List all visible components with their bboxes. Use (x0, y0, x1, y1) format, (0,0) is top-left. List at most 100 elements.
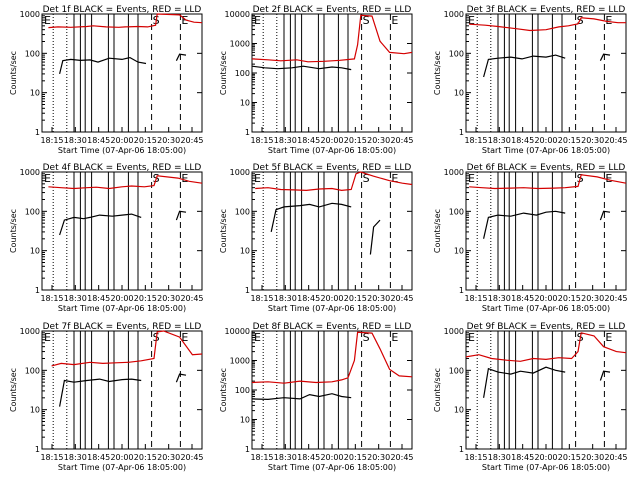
marker-label-e-start: E (254, 172, 261, 185)
y-tick-label: 10 (30, 247, 40, 256)
series-line-lld (469, 174, 627, 190)
marker-label-e-start: E (468, 172, 475, 185)
y-tick-label: 1000 (230, 40, 250, 49)
y-tick-label: 10 (454, 89, 464, 98)
x-tick-label: 18:15 (40, 136, 63, 145)
series-line-lld (469, 17, 626, 32)
series-line-events (175, 53, 187, 61)
y-tick-label: 10 (240, 416, 250, 425)
marker-label-e: E (391, 14, 398, 27)
y-tick-label: 1000 (230, 168, 250, 177)
y-tick-label: 100 (449, 366, 464, 375)
x-tick-label: 18:45 (87, 294, 110, 303)
chart-title: Det 8f BLACK = Events, RED = LLD (253, 322, 412, 332)
x-tick-label: 18:15 (40, 453, 63, 462)
y-tick-label: 100 (25, 207, 40, 216)
y-tick-label: 1 (459, 445, 464, 454)
x-tick-label: 20:15 (558, 294, 581, 303)
marker-label-e: E (605, 172, 612, 185)
y-axis-label: Counts/sec (9, 51, 18, 95)
x-tick-label: 20:30 (367, 294, 390, 303)
plot-frame (465, 171, 627, 291)
x-tick-label: 18:45 (297, 453, 320, 462)
x-tick-label: 20:30 (581, 136, 604, 145)
series-line-lld (48, 175, 203, 190)
x-tick-label: 20:00 (110, 294, 133, 303)
y-tick-label: 100 (235, 69, 250, 78)
chart-title: Det 4f BLACK = Events, RED = LLD (43, 163, 202, 173)
x-tick-label: 20:15 (134, 136, 157, 145)
x-tick-label: 20:15 (344, 294, 367, 303)
y-tick-label: 1000 (230, 357, 250, 366)
marker-label-e-start: E (468, 14, 475, 27)
series-line-events (59, 213, 142, 236)
y-tick-label: 1 (245, 445, 250, 454)
marker-label-e-start: E (468, 331, 475, 344)
marker-label-e-start: E (254, 14, 261, 27)
x-tick-label: 20:30 (157, 453, 180, 462)
x-tick-label: 20:15 (558, 453, 581, 462)
chart-title: Det 2f BLACK = Events, RED = LLD (253, 5, 412, 15)
y-axis-label: Counts/sec (219, 209, 228, 253)
x-tick-label: 18:15 (40, 294, 63, 303)
marker-label-e: E (391, 172, 398, 185)
x-tick-label: 20:30 (367, 453, 390, 462)
x-tick-label: 20:30 (157, 294, 180, 303)
series-line-events (59, 378, 142, 407)
y-tick-label: 100 (25, 49, 40, 58)
x-tick-label: 20:00 (110, 136, 133, 145)
y-axis-label: Counts/sec (219, 368, 228, 412)
x-tick-label: 18:30 (488, 294, 511, 303)
x-axis-label: Start Time (07-Apr-06 18:05:00) (58, 304, 186, 313)
series-line-events (599, 53, 611, 61)
plot-frame (41, 330, 203, 450)
y-tick-label: 10000 (225, 10, 250, 19)
x-tick-label: 20:45 (390, 294, 413, 303)
x-tick-label: 18:30 (64, 453, 87, 462)
x-tick-label: 18:30 (64, 294, 87, 303)
marker-label-e: E (605, 14, 612, 27)
y-tick-label: 10 (30, 406, 40, 415)
x-tick-label: 20:30 (581, 453, 604, 462)
series-line-events (369, 219, 381, 255)
x-tick-label: 18:30 (274, 136, 297, 145)
plot-frame (251, 13, 413, 133)
x-axis-label: Start Time (07-Apr-06 18:05:00) (268, 146, 396, 155)
x-tick-label: 18:45 (297, 136, 320, 145)
y-tick-label: 1000 (20, 327, 40, 336)
plot-frame (251, 330, 413, 450)
series-line-lld (251, 331, 413, 384)
x-tick-label: 20:30 (367, 136, 390, 145)
y-tick-label: 10 (454, 406, 464, 415)
marker-label-s: S (363, 172, 370, 185)
chart-title: Det 3f BLACK = Events, RED = LLD (467, 5, 626, 15)
x-tick-label: 20:15 (134, 453, 157, 462)
y-tick-label: 1 (459, 286, 464, 295)
x-tick-label: 20:45 (604, 294, 627, 303)
series-line-events (175, 210, 187, 221)
y-tick-label: 1000 (444, 10, 464, 19)
x-tick-label: 20:00 (534, 136, 557, 145)
x-tick-label: 18:45 (511, 453, 534, 462)
y-tick-label: 1 (35, 445, 40, 454)
chart-title: Det 9f BLACK = Events, RED = LLD (467, 322, 626, 332)
y-axis-label: Counts/sec (219, 51, 228, 95)
x-tick-label: 18:15 (464, 294, 487, 303)
series-line-lld (255, 171, 413, 192)
x-tick-label: 20:00 (534, 453, 557, 462)
y-tick-label: 1000 (20, 10, 40, 19)
x-tick-label: 18:45 (511, 136, 534, 145)
y-tick-label: 100 (449, 207, 464, 216)
y-tick-label: 100 (25, 366, 40, 375)
x-tick-label: 18:15 (464, 136, 487, 145)
x-tick-label: 18:45 (511, 294, 534, 303)
y-tick-label: 1 (35, 286, 40, 295)
x-tick-label: 18:45 (87, 453, 110, 462)
y-tick-label: 100 (235, 386, 250, 395)
